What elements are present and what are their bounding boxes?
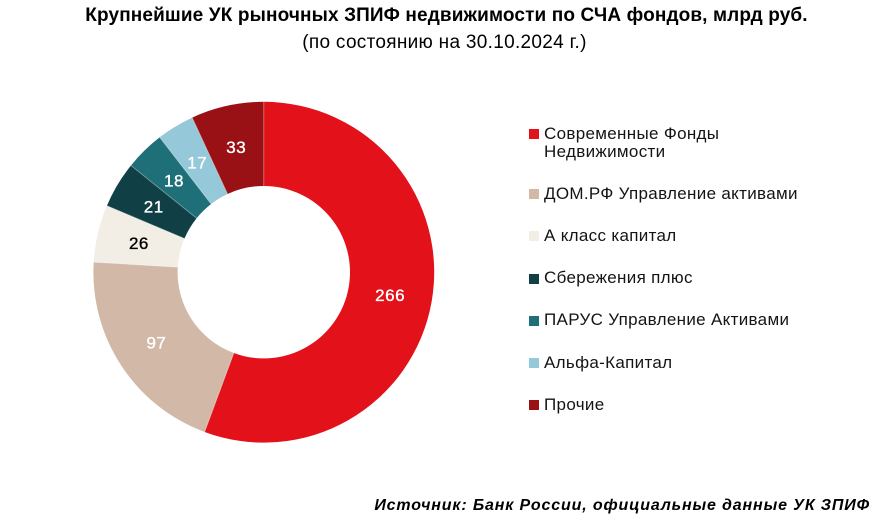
svg-text:266: 266 <box>375 286 405 305</box>
svg-text:33: 33 <box>226 138 246 157</box>
svg-text:17: 17 <box>187 154 207 173</box>
svg-text:26: 26 <box>129 234 149 253</box>
svg-text:21: 21 <box>144 197 164 216</box>
svg-text:97: 97 <box>146 333 166 352</box>
svg-text:18: 18 <box>164 172 184 191</box>
